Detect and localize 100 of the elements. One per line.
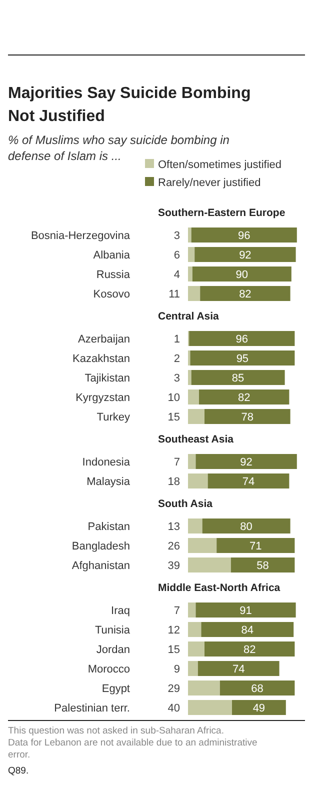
y-tick-label: Tajikistan xyxy=(84,372,130,384)
bar xyxy=(230,558,295,572)
y-tick-label: Jordan xyxy=(96,644,130,656)
bar xyxy=(196,454,297,469)
data-label: 4 xyxy=(174,269,180,281)
text: Q89. xyxy=(8,766,29,776)
data-label: 68 xyxy=(251,683,264,695)
bar xyxy=(188,538,217,553)
data-label: 7 xyxy=(174,605,180,617)
y-tick-label: Kosovo xyxy=(93,288,130,300)
bar xyxy=(188,228,192,242)
data-label: 3 xyxy=(174,230,180,242)
bar xyxy=(188,642,204,656)
bar xyxy=(191,370,285,385)
data-label: 96 xyxy=(238,230,250,242)
y-tick-label: Albania xyxy=(93,250,131,262)
data-label: 12 xyxy=(168,624,180,636)
chart-title: Southern-Eastern Europe xyxy=(158,207,286,219)
data-label: 1 xyxy=(174,334,180,346)
bar xyxy=(188,518,202,534)
data-label: 11 xyxy=(168,288,180,300)
y-tick-label: Afghanistan xyxy=(72,560,130,572)
bar xyxy=(188,286,200,301)
y-tick-label: Kazakhstan xyxy=(72,353,130,365)
bar xyxy=(198,661,280,676)
bar xyxy=(192,266,292,282)
bar xyxy=(216,538,295,553)
data-label: 95 xyxy=(236,353,249,365)
text: Data for Lebanon are not available due to an administrative error. xyxy=(8,738,258,760)
bar xyxy=(208,474,290,488)
data-label: 82 xyxy=(239,288,252,300)
bar xyxy=(191,228,297,242)
bar xyxy=(204,642,295,656)
bar xyxy=(188,602,196,618)
data-label: 92 xyxy=(239,250,252,262)
data-label: 49 xyxy=(252,702,266,714)
data-label: 18 xyxy=(168,476,180,488)
data-label: 7 xyxy=(174,456,180,468)
data-label: 2 xyxy=(174,353,180,365)
bar xyxy=(188,409,204,424)
y-tick-label: Malaysia xyxy=(86,476,131,488)
data-label: 13 xyxy=(168,521,180,533)
bar xyxy=(188,474,208,488)
bar xyxy=(189,331,295,346)
bar xyxy=(200,286,290,301)
bar xyxy=(188,700,232,715)
y-tick-label: Bosnia-Herzegovina xyxy=(30,230,131,242)
y-tick-label: Turkey xyxy=(96,412,130,424)
chart-title: Middle East-North Africa xyxy=(158,582,280,594)
legend-label: Rarely/never justified xyxy=(158,177,261,189)
data-label: 39 xyxy=(168,560,180,572)
data-label: 92 xyxy=(240,456,252,468)
bar xyxy=(201,622,294,637)
text: This question was not asked in sub-Saharan Africa. xyxy=(8,726,224,736)
bar xyxy=(188,266,192,282)
bar xyxy=(194,247,296,262)
bar xyxy=(190,350,295,366)
bar xyxy=(199,390,290,404)
data-label: 91 xyxy=(240,605,252,617)
data-label: 82 xyxy=(238,392,250,404)
bar xyxy=(188,661,198,676)
data-label: 26 xyxy=(168,540,180,552)
bar xyxy=(188,454,196,469)
bar xyxy=(188,370,192,385)
bar xyxy=(204,409,290,424)
y-tick-label: Bangladesh xyxy=(72,540,130,552)
chart-title: South Asia xyxy=(158,498,213,510)
data-label: 85 xyxy=(232,372,244,384)
bar xyxy=(232,700,286,715)
data-label: 74 xyxy=(242,476,255,488)
data-label: 90 xyxy=(236,269,248,281)
y-tick-label: Indonesia xyxy=(82,456,131,468)
text: Majorities Say Suicide Bombing Not Justified xyxy=(8,85,251,125)
bar xyxy=(202,518,290,534)
data-label: 10 xyxy=(168,392,180,404)
y-tick-label: Tunisia xyxy=(94,624,131,636)
data-label: 9 xyxy=(174,664,180,676)
y-tick-label: Pakistan xyxy=(88,521,130,533)
bar xyxy=(188,247,195,262)
data-label: 82 xyxy=(243,644,256,656)
chart-title: Central Asia xyxy=(158,310,220,322)
data-label: 3 xyxy=(174,372,180,384)
data-label: 15 xyxy=(168,412,180,424)
bar xyxy=(188,390,199,404)
data-label: 78 xyxy=(241,412,254,424)
chart-title: Southeast Asia xyxy=(158,434,234,446)
bar xyxy=(196,602,296,618)
y-tick-label: Kyrgyzstan xyxy=(76,392,130,404)
data-label: 84 xyxy=(241,624,254,636)
data-label: 96 xyxy=(236,334,248,346)
data-label: 58 xyxy=(256,560,269,572)
data-label: 80 xyxy=(240,521,252,533)
y-tick-label: Palestinian terr. xyxy=(54,702,130,714)
y-tick-label: Iraq xyxy=(111,605,130,617)
y-tick-label: Egypt xyxy=(102,683,130,695)
data-label: 74 xyxy=(232,664,245,676)
data-label: 6 xyxy=(174,250,180,262)
bar xyxy=(188,558,231,572)
bar xyxy=(220,680,295,696)
data-label: 71 xyxy=(250,540,262,552)
